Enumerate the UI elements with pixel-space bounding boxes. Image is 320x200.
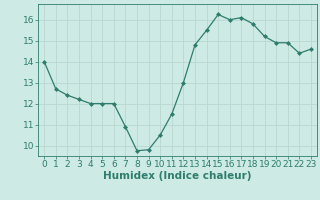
X-axis label: Humidex (Indice chaleur): Humidex (Indice chaleur) (103, 171, 252, 181)
